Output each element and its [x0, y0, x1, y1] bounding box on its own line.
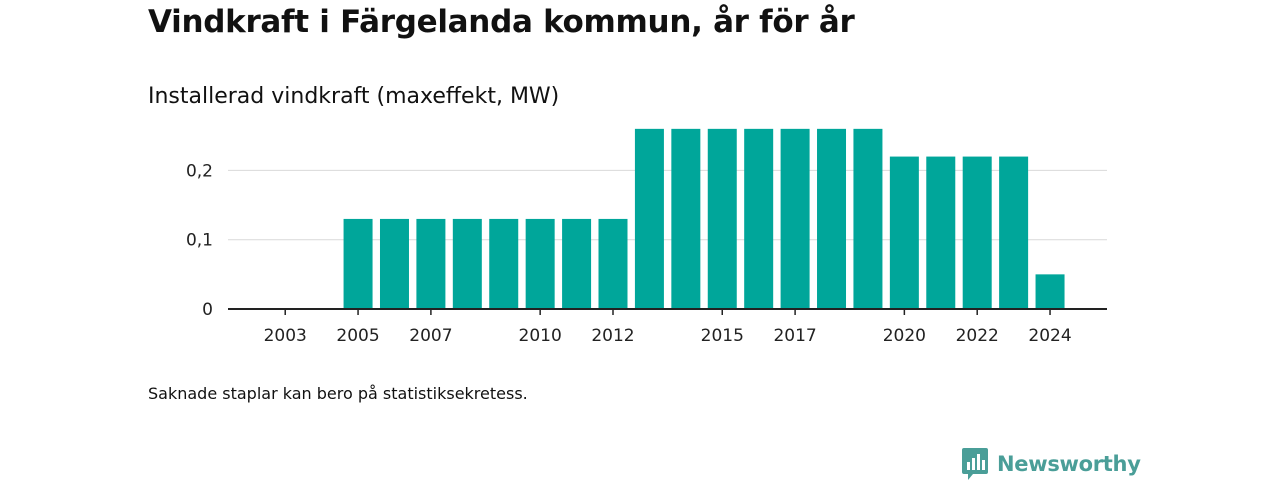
bar-2016[interactable]	[744, 128, 774, 309]
x-tick-label: 2024	[1028, 326, 1071, 346]
y-tick-label: 0,2	[186, 161, 213, 181]
bar-2015[interactable]	[707, 128, 737, 309]
bar-chart: 0 0,1 0,2 2003 2005 2007 2010 2012 2015 2017 2020…	[186, 128, 1107, 346]
bar-2021[interactable]	[926, 156, 956, 309]
chart-subtitle: Installerad vindkraft (maxeffekt, MW)	[148, 84, 560, 109]
x-tick-label: 2003	[264, 326, 307, 346]
bar-2014[interactable]	[671, 128, 701, 309]
x-tick-label: 2005	[336, 326, 379, 346]
chart-title: Vindkraft i Färgelanda kommun, år för år	[148, 4, 855, 40]
bar-2020[interactable]	[889, 156, 919, 309]
x-tick-label: 2022	[956, 326, 999, 346]
bar-2007[interactable]	[416, 218, 446, 309]
bar-2011[interactable]	[562, 218, 592, 309]
bar-2017[interactable]	[780, 128, 810, 309]
y-tick-label: 0	[202, 300, 213, 320]
brand-name: Newsworthy	[997, 452, 1141, 476]
bar-2006[interactable]	[379, 218, 409, 309]
bar-2012[interactable]	[598, 218, 628, 309]
bars	[343, 128, 1065, 309]
bar-2024[interactable]	[1035, 274, 1065, 309]
y-tick-labels: 0 0,1 0,2	[186, 161, 213, 320]
y-tick-label: 0,1	[186, 231, 213, 251]
bar-2009[interactable]	[489, 218, 519, 309]
bar-2018[interactable]	[817, 128, 847, 309]
newsworthy-logo[interactable]: Newsworthy	[961, 447, 1141, 481]
x-tick-labels: 2003 2005 2007 2010 2012 2015 2017 2020 2022 2024	[264, 309, 1072, 346]
bar-chart-speech-bubble-icon	[962, 448, 988, 480]
x-tick-label: 2010	[519, 326, 562, 346]
x-tick-label: 2020	[883, 326, 926, 346]
x-tick-label: 2017	[773, 326, 816, 346]
bar-2005[interactable]	[343, 218, 373, 309]
x-tick-label: 2012	[591, 326, 634, 346]
bar-2022[interactable]	[962, 156, 992, 309]
footnote: Saknade staplar kan bero på statistiksek…	[148, 384, 528, 403]
x-tick-label: 2015	[701, 326, 744, 346]
x-tick-label: 2007	[409, 326, 452, 346]
bar-2023[interactable]	[999, 156, 1029, 309]
bar-2019[interactable]	[853, 128, 883, 309]
gridlines	[228, 169, 1107, 241]
bar-2008[interactable]	[452, 218, 482, 309]
bar-2013[interactable]	[634, 128, 664, 309]
bar-2010[interactable]	[525, 218, 555, 309]
